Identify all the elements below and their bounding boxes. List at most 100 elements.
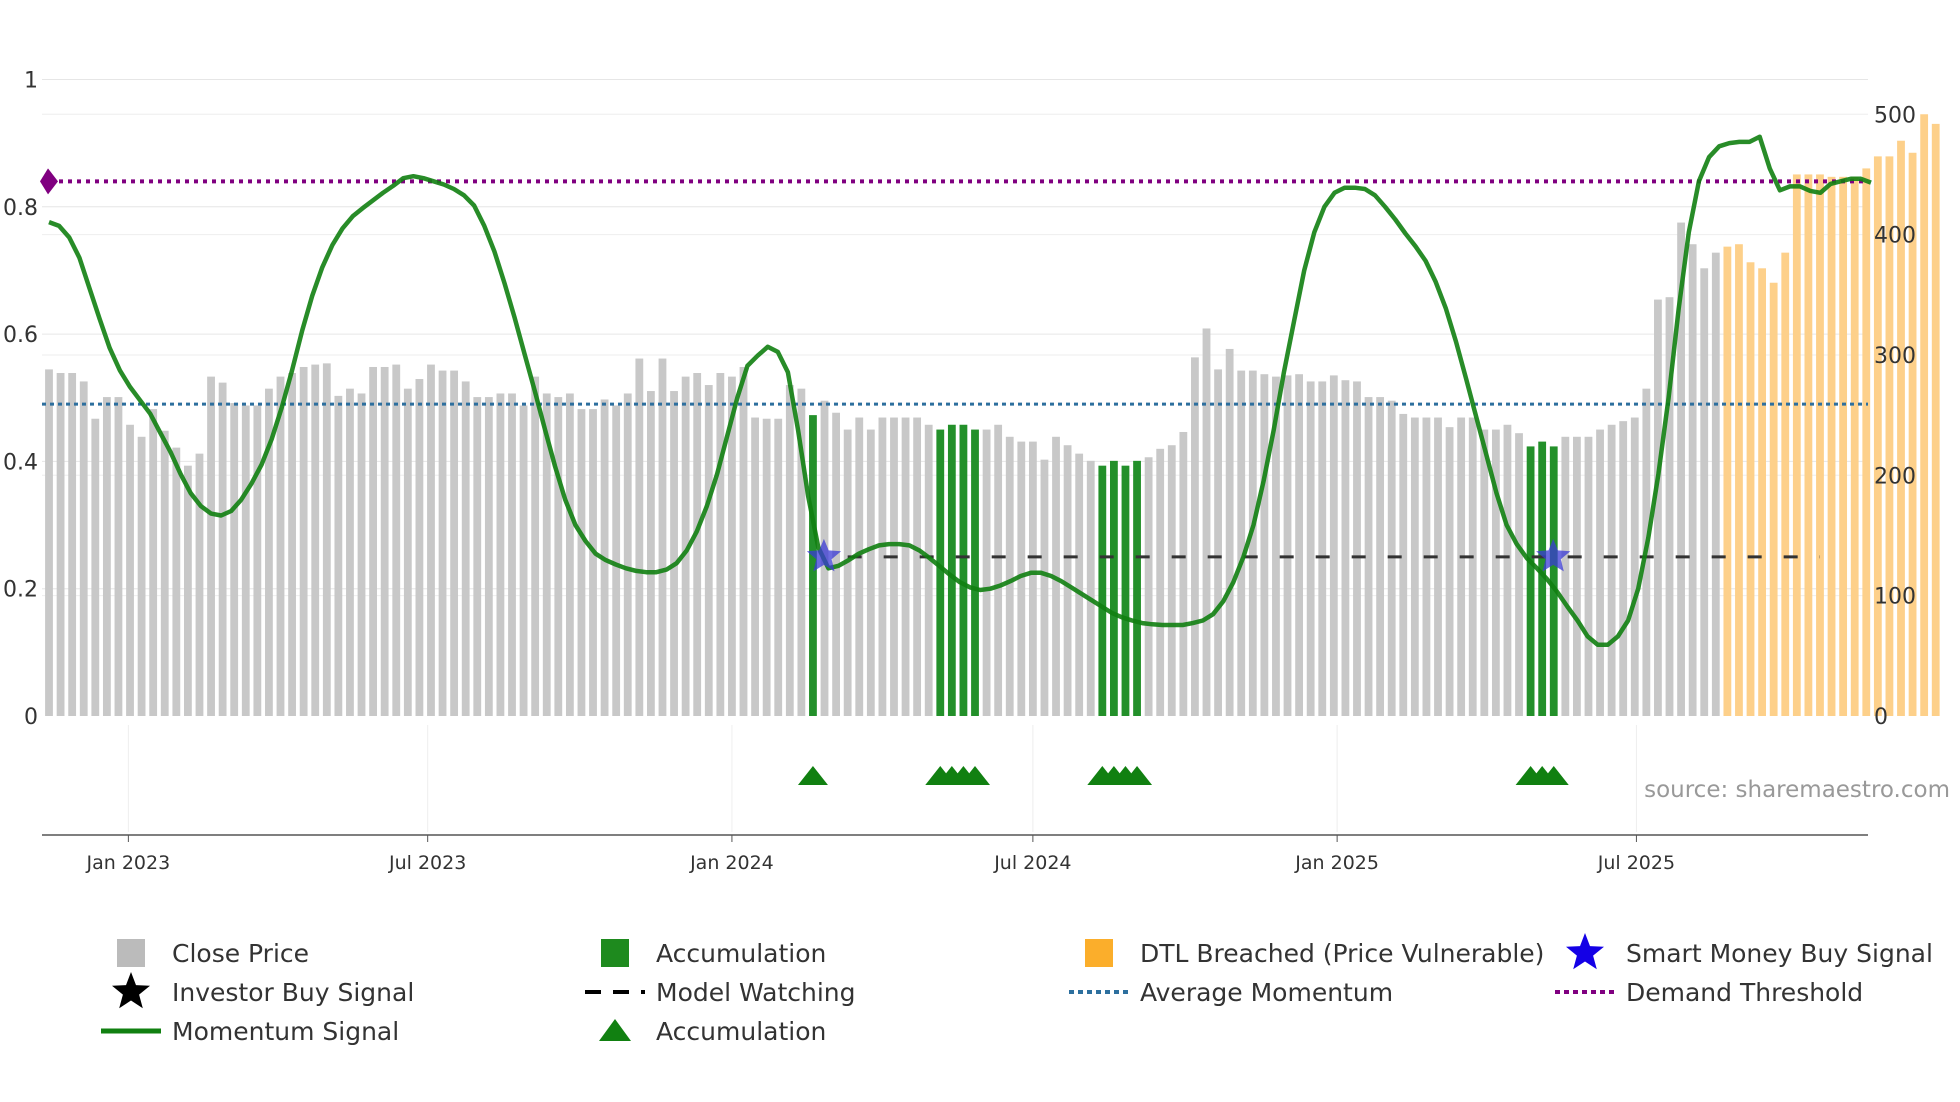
indicator-lines bbox=[40, 134, 1872, 647]
price-bar bbox=[762, 418, 771, 716]
price-bar bbox=[1677, 222, 1685, 716]
price-bar bbox=[1503, 424, 1512, 716]
price-bar bbox=[218, 382, 227, 716]
price-bar bbox=[785, 385, 794, 716]
price-bar bbox=[924, 424, 933, 716]
axes: 0 0.2 0.4 0.6 0.8 1 0 100 200 300 400 500 Jan 2023 Ju… bbox=[3, 69, 1916, 875]
legend-label: Accumulation bbox=[656, 1017, 826, 1046]
price-bar bbox=[1086, 460, 1095, 716]
price-bar bbox=[1306, 381, 1315, 716]
price-bar bbox=[704, 385, 713, 716]
price-bar bbox=[473, 397, 482, 716]
price-bar bbox=[519, 405, 528, 716]
price-bar bbox=[623, 393, 632, 716]
price-bar bbox=[1225, 348, 1234, 716]
price-bar bbox=[1619, 421, 1628, 716]
right-axis-tick: 200 bbox=[1874, 464, 1916, 489]
price-bar bbox=[542, 393, 551, 716]
price-bar bbox=[774, 418, 783, 716]
price-bar bbox=[1005, 436, 1014, 716]
price-bar bbox=[936, 429, 945, 716]
price-bar bbox=[1237, 370, 1246, 716]
price-bar bbox=[855, 417, 864, 716]
price-bar bbox=[241, 405, 250, 716]
price-bar bbox=[322, 363, 331, 716]
left-axis-tick: 0.4 bbox=[3, 450, 38, 475]
price-bar bbox=[1723, 246, 1732, 716]
price-bar bbox=[114, 397, 123, 716]
legend-label: Investor Buy Signal bbox=[172, 978, 414, 1007]
signal-markers bbox=[797, 538, 1571, 785]
price-bar bbox=[1711, 252, 1720, 716]
price-bar bbox=[1792, 174, 1801, 717]
right-axis-tick: 500 bbox=[1874, 103, 1916, 128]
price-bar bbox=[68, 373, 77, 716]
price-bar bbox=[1376, 397, 1385, 716]
legend-swatch-square bbox=[601, 939, 629, 967]
price-bar bbox=[1318, 381, 1327, 716]
price-bar bbox=[172, 447, 181, 716]
price-bar bbox=[1781, 252, 1790, 716]
price-bar bbox=[403, 388, 412, 716]
price-bar bbox=[647, 391, 655, 716]
price-bar bbox=[102, 397, 111, 716]
legend-swatch-star bbox=[112, 972, 150, 1009]
price-bar bbox=[1040, 459, 1049, 716]
price-bar bbox=[751, 417, 759, 716]
price-bar bbox=[1364, 397, 1373, 716]
price-bar bbox=[1283, 375, 1292, 716]
price-bar bbox=[1248, 370, 1257, 716]
right-axis-tick: 100 bbox=[1874, 585, 1916, 610]
price-bar bbox=[1816, 174, 1824, 717]
price-bar bbox=[149, 409, 158, 716]
legend-label: Model Watching bbox=[656, 978, 856, 1007]
x-axis-tick: Jan 2024 bbox=[689, 852, 774, 874]
price-bar bbox=[334, 395, 343, 716]
x-axis-tick: Jul 2023 bbox=[388, 852, 466, 874]
price-bar bbox=[392, 364, 401, 716]
price-bar bbox=[184, 465, 192, 716]
price-bar bbox=[1075, 453, 1084, 716]
demand-threshold-marker bbox=[40, 168, 58, 195]
price-bar bbox=[866, 429, 875, 716]
price-bar bbox=[1735, 244, 1743, 716]
price-bar bbox=[1885, 156, 1894, 716]
price-bar bbox=[427, 364, 435, 716]
price-bar bbox=[670, 391, 678, 716]
accumulation-triangle bbox=[1538, 766, 1569, 785]
price-bar bbox=[635, 358, 644, 716]
x-axis-tick: Jul 2024 bbox=[993, 852, 1071, 874]
accumulation-triangle bbox=[1122, 766, 1153, 785]
price-bar bbox=[508, 393, 516, 716]
accumulation-triangle bbox=[960, 766, 990, 785]
price-bar bbox=[1526, 446, 1535, 716]
price-bar bbox=[1873, 156, 1882, 716]
price-bar bbox=[890, 417, 898, 716]
price-bar bbox=[1353, 381, 1361, 716]
price-bar bbox=[1862, 168, 1871, 717]
x-axis-tick: Jan 2025 bbox=[1294, 852, 1379, 874]
price-bar bbox=[1445, 427, 1454, 716]
price-bar bbox=[195, 453, 204, 716]
left-axis-tick: 0 bbox=[24, 705, 38, 730]
price-bar bbox=[288, 373, 296, 716]
price-bar bbox=[658, 358, 667, 716]
price-bar bbox=[797, 388, 806, 716]
price-bar bbox=[450, 370, 459, 716]
price-bar bbox=[1098, 465, 1107, 716]
price-bar bbox=[1028, 441, 1037, 716]
price-bar bbox=[1931, 123, 1940, 717]
price-bar bbox=[253, 405, 262, 716]
accumulation-triangle bbox=[797, 766, 828, 785]
price-bar bbox=[901, 417, 910, 716]
price-bar bbox=[91, 418, 100, 716]
price-bar bbox=[1167, 445, 1176, 716]
legend-label: Average Momentum bbox=[1140, 978, 1393, 1007]
legend-label: Momentum Signal bbox=[172, 1017, 399, 1046]
price-bar bbox=[126, 424, 134, 716]
price-bar bbox=[1491, 429, 1500, 716]
price-bar bbox=[369, 366, 377, 716]
left-axis-tick: 0.6 bbox=[3, 323, 38, 348]
price-bar bbox=[728, 376, 736, 716]
